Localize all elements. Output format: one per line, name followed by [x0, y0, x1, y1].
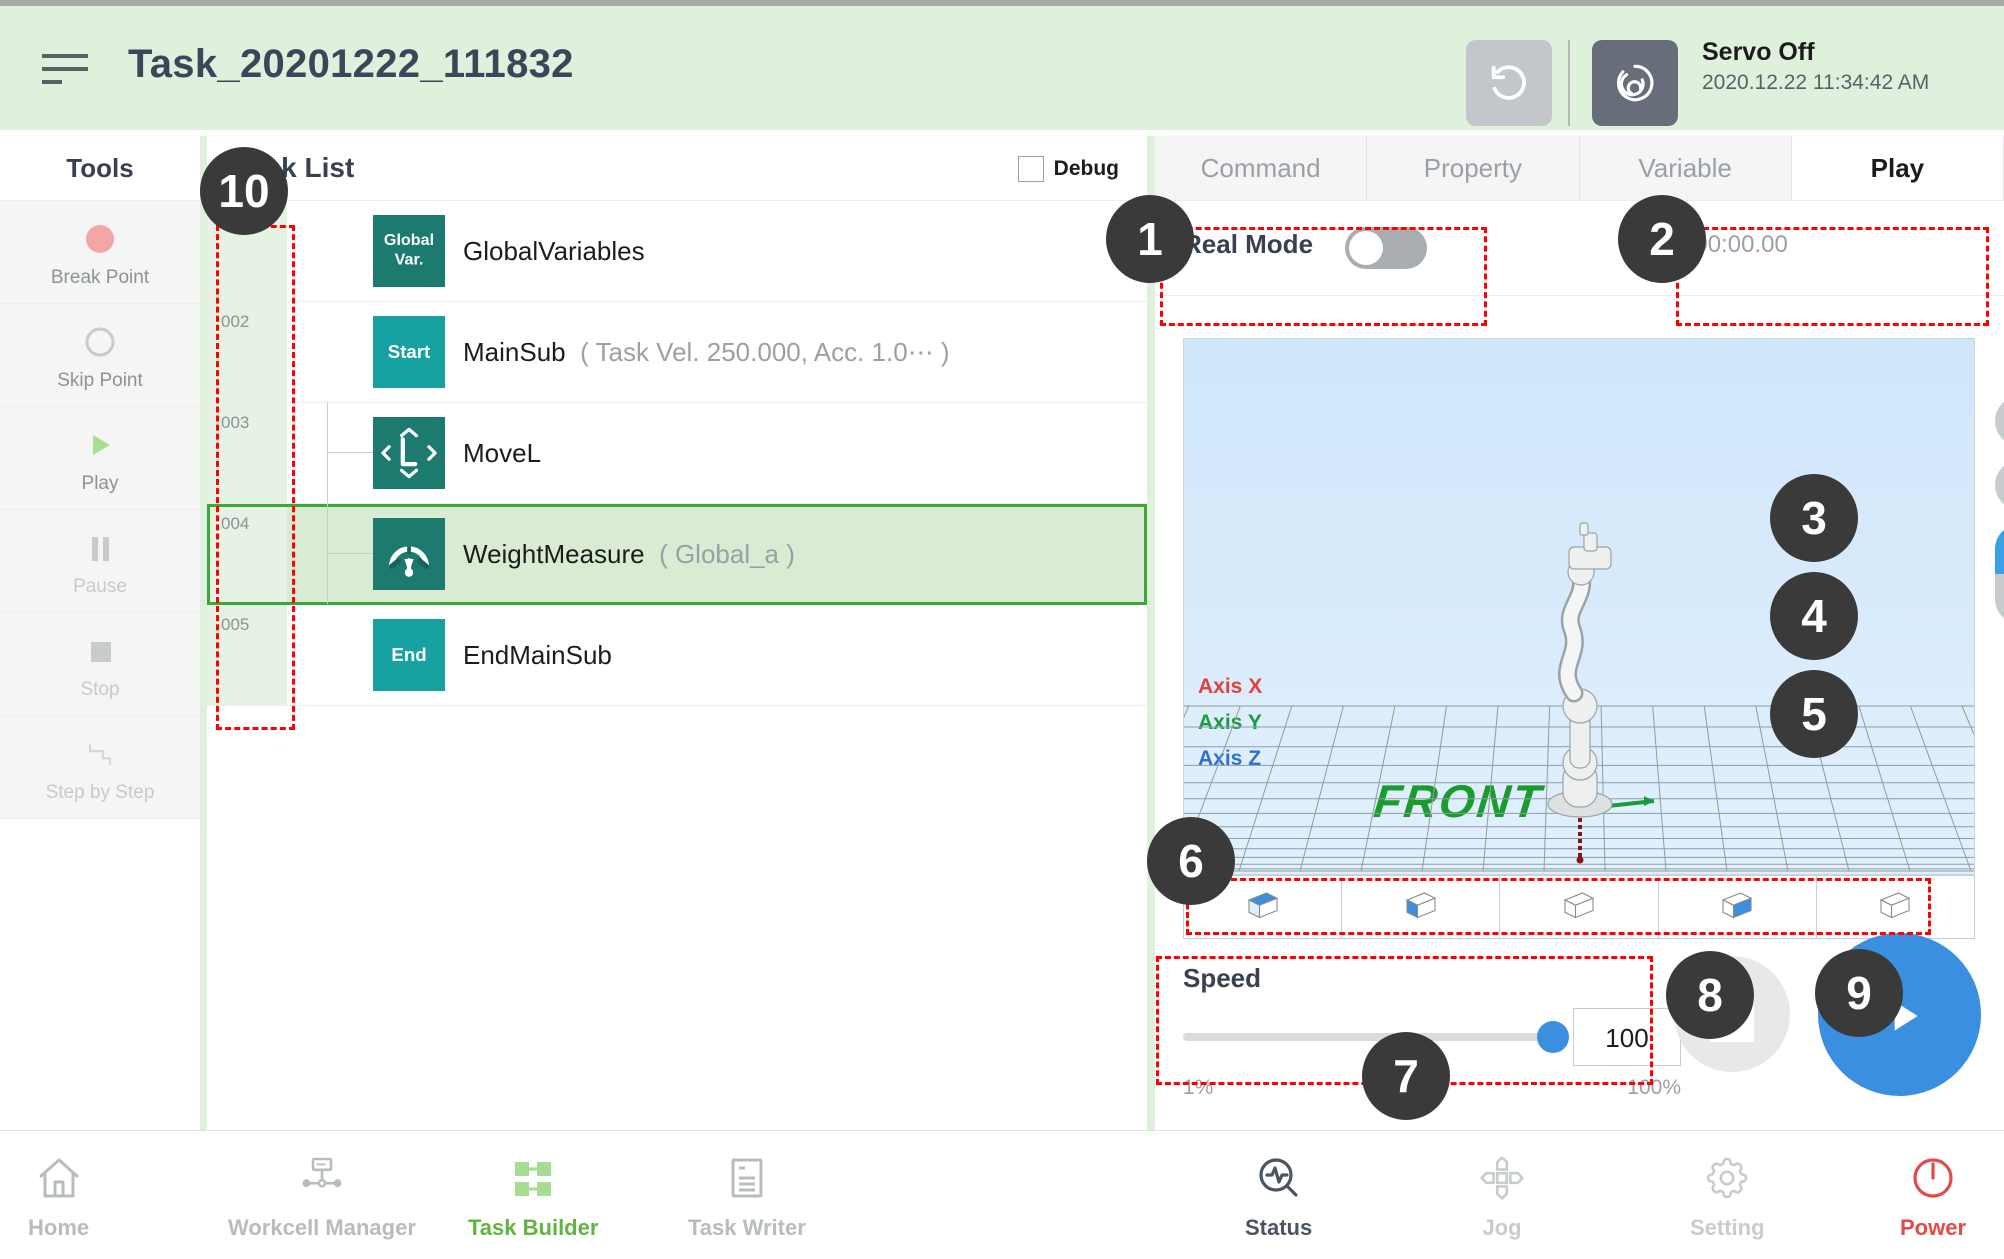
svg-text:Global: Global: [384, 231, 434, 249]
svg-text:Var.: Var.: [395, 251, 424, 269]
svg-text:End: End: [391, 644, 426, 665]
svg-text:Start: Start: [388, 341, 430, 362]
